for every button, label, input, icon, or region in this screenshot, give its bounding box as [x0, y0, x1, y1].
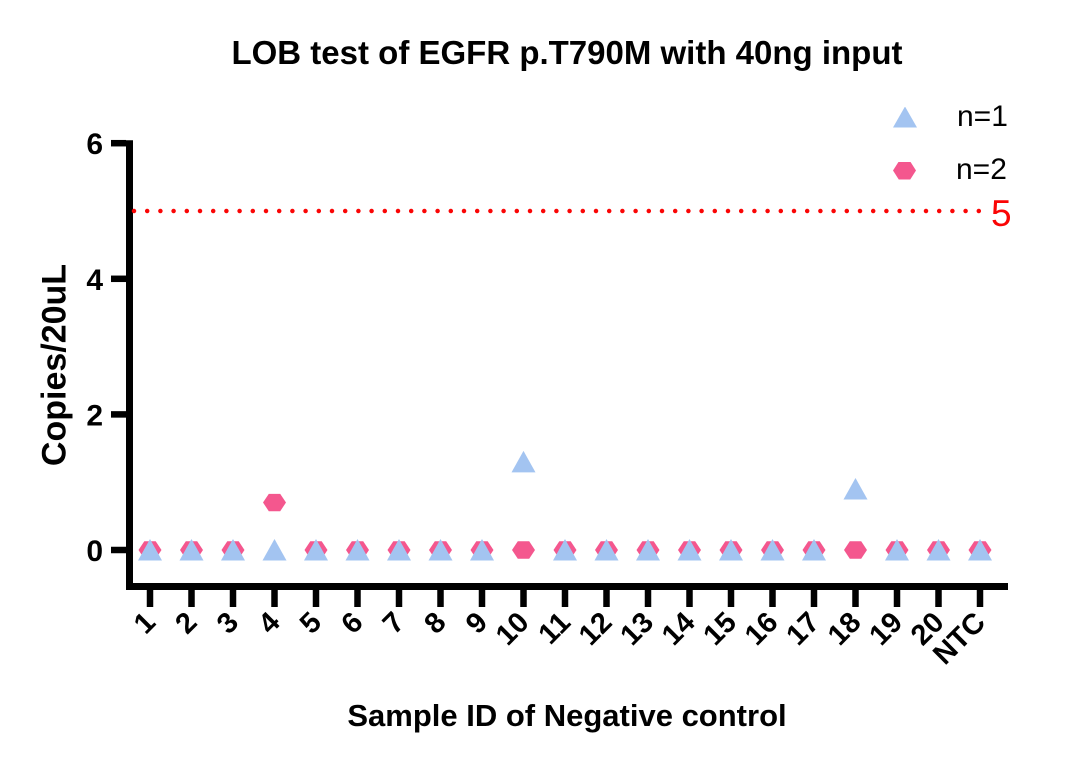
svg-text:9: 9 [460, 606, 494, 640]
triangle-marker-icon [893, 106, 917, 128]
svg-text:3: 3 [211, 606, 245, 640]
x-axis-title: Sample ID of Negative control [347, 698, 787, 733]
svg-text:14: 14 [656, 606, 701, 651]
threshold-label: 5 [991, 193, 1012, 234]
svg-text:19: 19 [864, 606, 909, 651]
svg-text:12: 12 [573, 606, 618, 651]
svg-text:10: 10 [490, 606, 535, 651]
legend-label-n2: n=2 [956, 153, 1007, 186]
chart-title: LOB test of EGFR p.T790M with 40ng input [231, 34, 903, 71]
svg-text:7: 7 [377, 606, 411, 640]
svg-text:6: 6 [335, 606, 369, 640]
svg-text:5: 5 [294, 606, 328, 640]
legend-entry-n2: n=2 [893, 155, 1007, 185]
svg-text:4: 4 [86, 264, 103, 297]
svg-text:8: 8 [418, 606, 452, 640]
y-axis-title: Copies/20uL [35, 263, 74, 467]
legend-entry-n1: n=1 [893, 102, 1008, 132]
svg-text:0: 0 [86, 535, 103, 568]
svg-text:2: 2 [86, 399, 103, 432]
svg-text:4: 4 [252, 606, 286, 640]
svg-text:1: 1 [128, 606, 162, 640]
svg-text:17: 17 [781, 606, 826, 651]
svg-text:6: 6 [86, 128, 103, 161]
hexagon-marker-icon [893, 161, 916, 180]
svg-text:15: 15 [698, 606, 743, 651]
svg-text:2: 2 [169, 606, 203, 640]
legend-label-n1: n=1 [957, 100, 1008, 133]
svg-text:13: 13 [615, 606, 660, 651]
svg-text:11: 11 [533, 606, 577, 650]
svg-text:16: 16 [739, 606, 784, 651]
svg-text:18: 18 [822, 606, 867, 651]
